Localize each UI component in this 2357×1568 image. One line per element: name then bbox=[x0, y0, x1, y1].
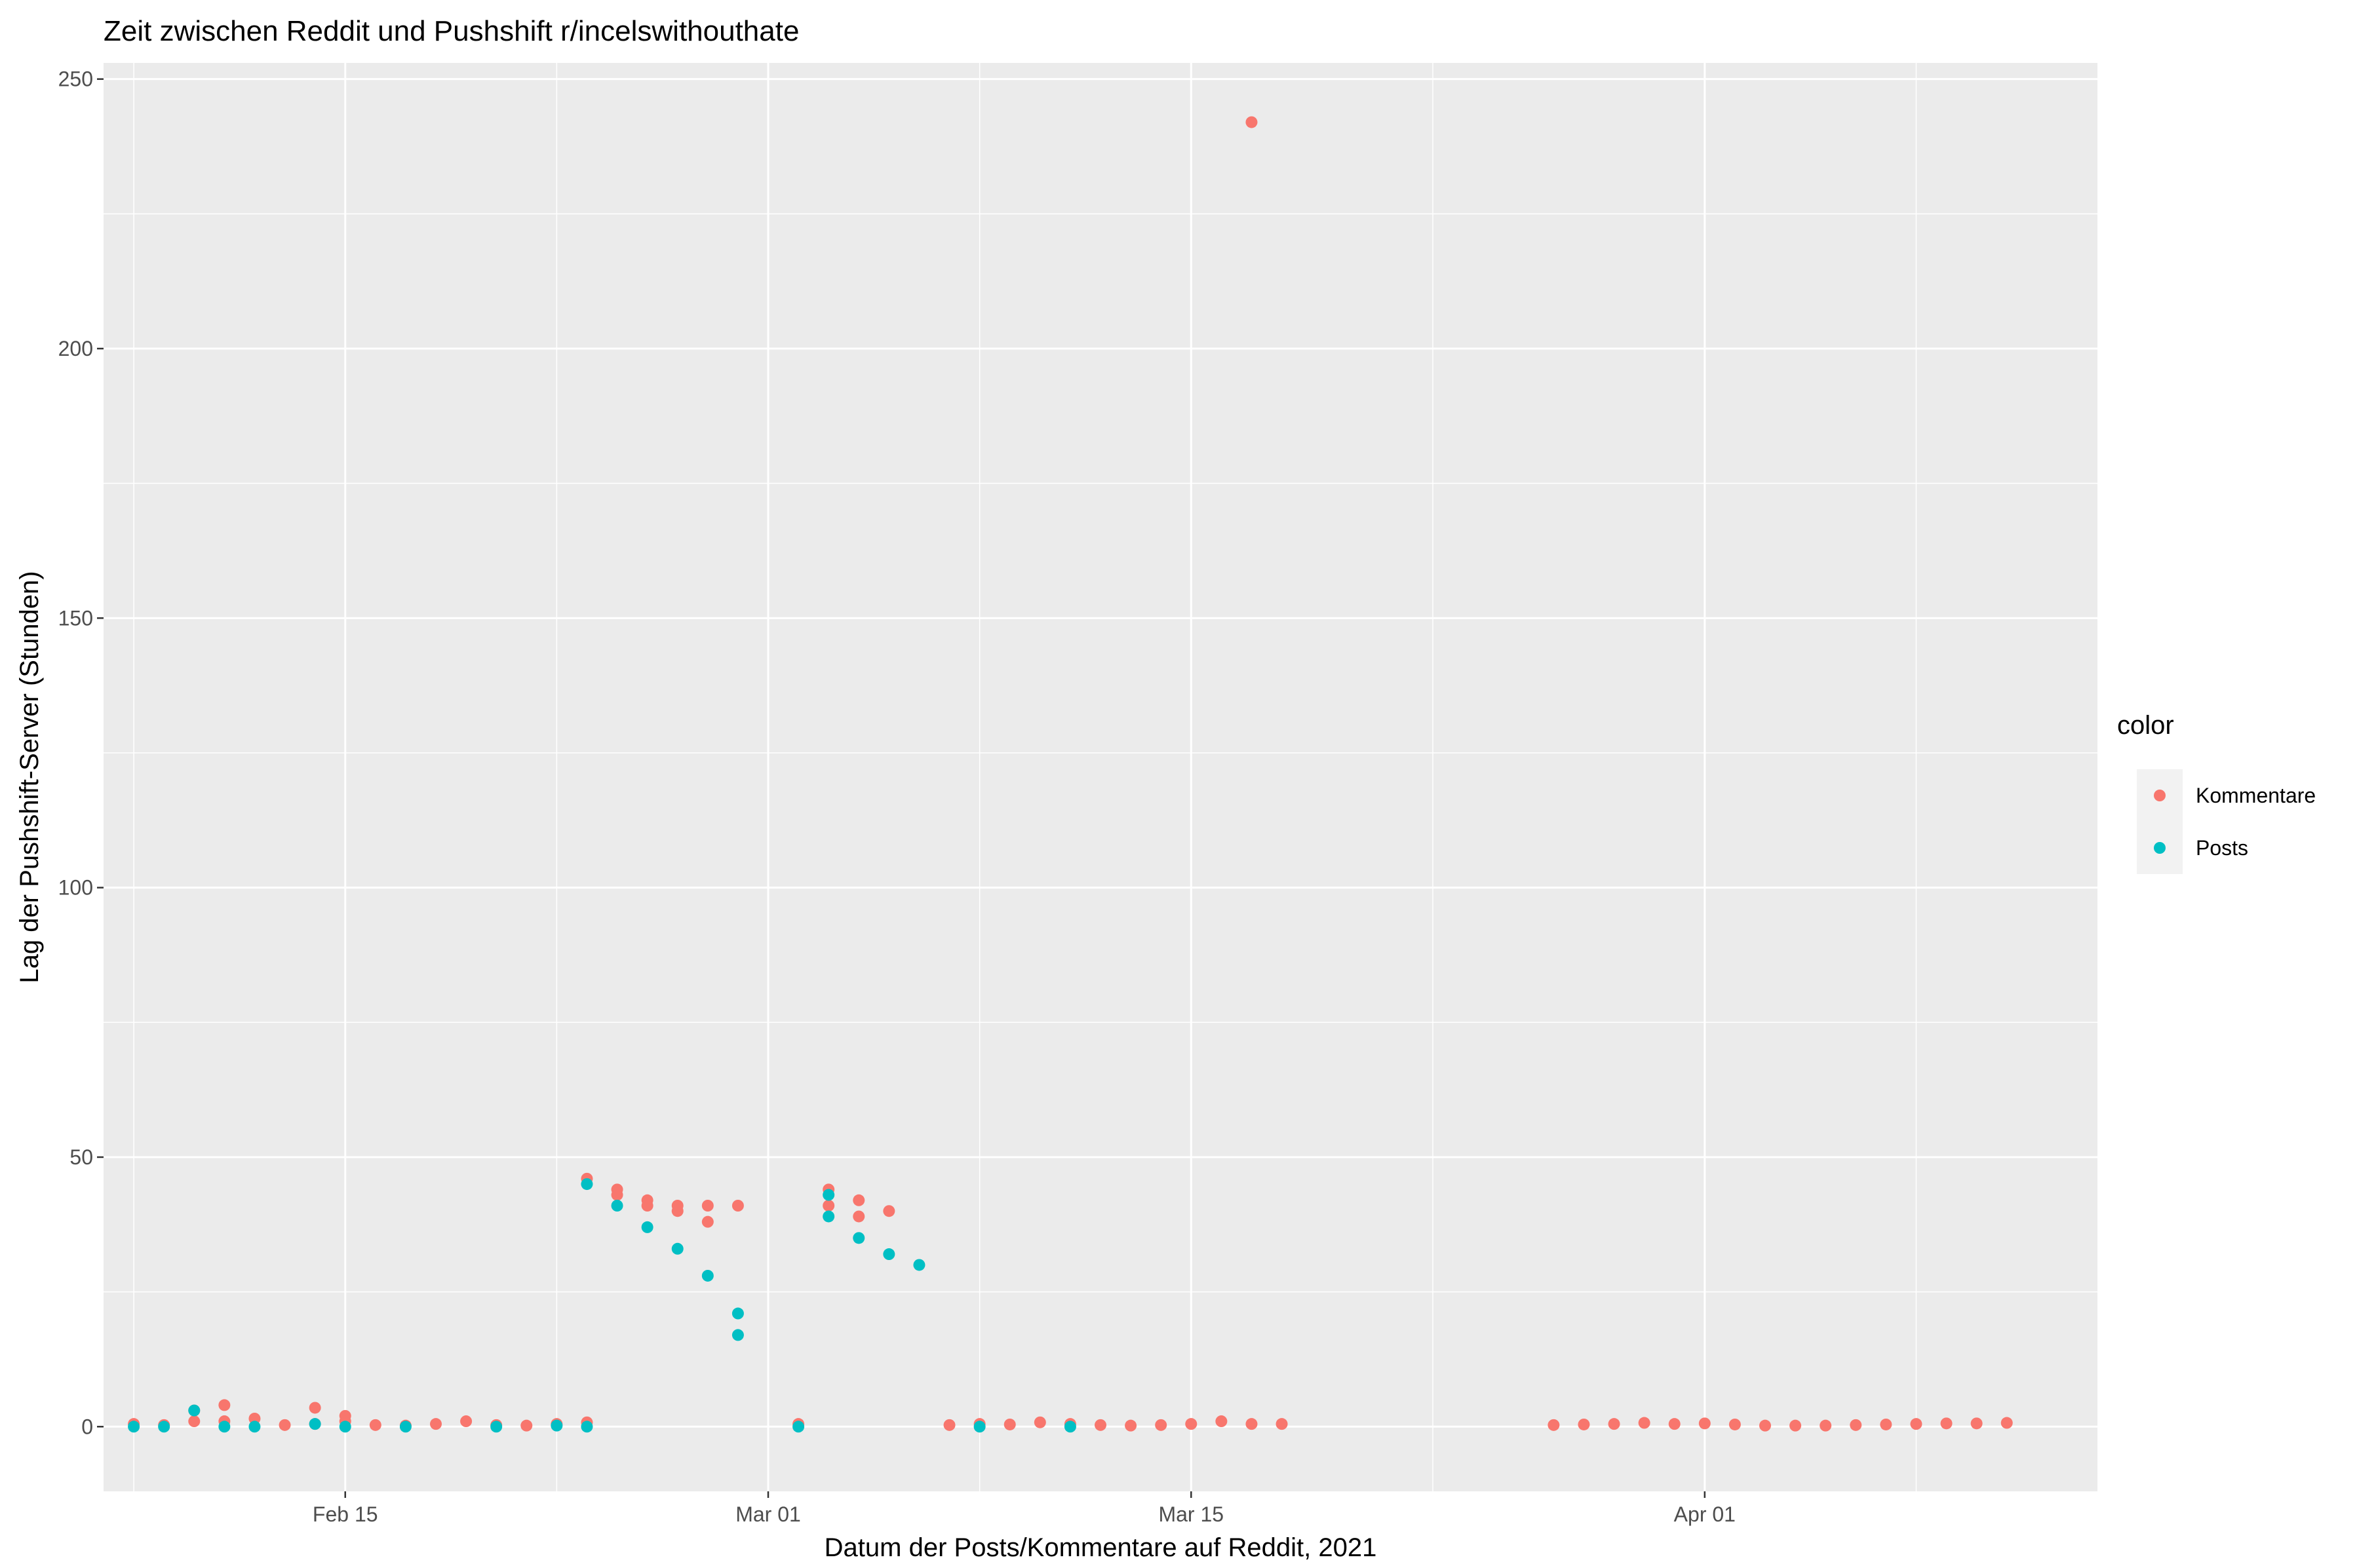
data-point bbox=[188, 1404, 201, 1417]
data-point bbox=[1034, 1416, 1046, 1428]
data-point bbox=[369, 1419, 381, 1431]
data-point bbox=[309, 1418, 321, 1430]
data-point bbox=[1003, 1418, 1016, 1430]
y-tick-label: 50 bbox=[69, 1145, 93, 1169]
data-point bbox=[641, 1194, 653, 1206]
data-point bbox=[913, 1259, 925, 1271]
x-tick-label: Apr 01 bbox=[1674, 1502, 1736, 1526]
data-point bbox=[158, 1421, 170, 1433]
data-point bbox=[1759, 1419, 1771, 1432]
data-point bbox=[883, 1205, 895, 1217]
y-tick-label: 200 bbox=[58, 337, 93, 360]
data-point bbox=[883, 1248, 895, 1261]
data-point bbox=[671, 1242, 684, 1255]
chart-title: Zeit zwischen Reddit und Pushshift r/inc… bbox=[104, 15, 799, 47]
data-point bbox=[309, 1402, 321, 1414]
data-point bbox=[339, 1409, 351, 1422]
data-point bbox=[1910, 1418, 1922, 1430]
data-point bbox=[611, 1183, 623, 1196]
data-point bbox=[520, 1419, 533, 1432]
data-point bbox=[1820, 1419, 1832, 1432]
data-point bbox=[611, 1200, 623, 1212]
data-point bbox=[1245, 1418, 1258, 1430]
y-tick-label: 0 bbox=[81, 1415, 93, 1438]
data-point bbox=[1064, 1421, 1076, 1433]
data-point bbox=[218, 1421, 231, 1433]
x-axis-title: Datum der Posts/Kommentare auf Reddit, 2… bbox=[825, 1533, 1377, 1562]
series-posts bbox=[128, 1178, 1076, 1433]
data-point bbox=[701, 1215, 714, 1228]
data-point bbox=[973, 1421, 986, 1433]
data-point bbox=[1638, 1417, 1650, 1429]
data-point bbox=[1608, 1418, 1620, 1430]
data-point bbox=[641, 1221, 653, 1233]
data-point bbox=[731, 1307, 744, 1320]
data-point bbox=[2000, 1417, 2013, 1429]
data-point bbox=[1245, 116, 1258, 128]
data-point bbox=[701, 1269, 714, 1282]
x-tick-label: Mar 01 bbox=[735, 1502, 801, 1526]
data-point bbox=[1728, 1418, 1741, 1430]
data-point bbox=[1095, 1419, 1106, 1431]
x-tick-label: Mar 15 bbox=[1158, 1502, 1224, 1526]
data-point bbox=[1215, 1415, 1228, 1428]
data-point bbox=[823, 1210, 835, 1223]
data-point bbox=[1185, 1418, 1198, 1430]
data-point bbox=[1668, 1418, 1681, 1430]
data-point bbox=[188, 1415, 201, 1428]
data-point bbox=[1789, 1419, 1802, 1432]
x-axis: Feb 15 Mar 01 Mar 15 Apr 01 bbox=[313, 1491, 1736, 1526]
data-point bbox=[1155, 1419, 1167, 1431]
data-point bbox=[1578, 1418, 1590, 1430]
legend: color Kommentare Posts bbox=[2117, 711, 2316, 874]
data-point bbox=[853, 1232, 865, 1244]
data-point bbox=[460, 1415, 473, 1428]
data-point bbox=[1880, 1418, 1892, 1430]
y-tick-label: 250 bbox=[58, 67, 93, 91]
legend-label: Posts bbox=[2196, 836, 2248, 860]
data-point bbox=[1548, 1419, 1560, 1431]
data-point bbox=[701, 1200, 714, 1212]
data-point bbox=[399, 1421, 412, 1433]
data-point bbox=[1125, 1419, 1137, 1432]
y-axis-title: Lag der Pushshift-Server (Stunden) bbox=[15, 571, 44, 983]
data-points bbox=[128, 116, 2013, 1433]
data-point bbox=[853, 1194, 865, 1206]
y-tick-label: 100 bbox=[58, 876, 93, 900]
data-point bbox=[1850, 1419, 1862, 1431]
x-tick-label: Feb 15 bbox=[313, 1502, 378, 1526]
data-point bbox=[853, 1210, 865, 1223]
data-point bbox=[218, 1399, 231, 1411]
data-point bbox=[1276, 1418, 1288, 1430]
data-point bbox=[731, 1329, 744, 1341]
data-point bbox=[823, 1189, 835, 1201]
data-point bbox=[248, 1412, 261, 1425]
plot-panel bbox=[104, 63, 2097, 1491]
y-axis: 0 50 100 150 200 250 bbox=[58, 67, 104, 1438]
data-point bbox=[581, 1178, 593, 1191]
data-point bbox=[1698, 1417, 1711, 1430]
y-tick-label: 150 bbox=[58, 606, 93, 630]
data-point bbox=[581, 1421, 593, 1433]
data-point bbox=[490, 1421, 503, 1433]
data-point bbox=[551, 1419, 563, 1432]
grid-minor bbox=[104, 63, 2097, 1491]
data-point bbox=[279, 1419, 291, 1431]
data-point bbox=[943, 1419, 956, 1431]
data-point bbox=[248, 1421, 261, 1433]
data-point bbox=[792, 1421, 805, 1433]
legend-title: color bbox=[2117, 711, 2174, 740]
data-point bbox=[339, 1421, 351, 1433]
data-point bbox=[823, 1200, 835, 1212]
data-point bbox=[430, 1418, 442, 1430]
data-point bbox=[671, 1200, 684, 1212]
legend-label: Kommentare bbox=[2196, 784, 2316, 807]
data-point bbox=[1940, 1417, 1953, 1430]
data-point bbox=[731, 1200, 744, 1212]
legend-key bbox=[2154, 790, 2166, 801]
legend-key bbox=[2154, 842, 2166, 854]
data-point bbox=[128, 1421, 140, 1433]
data-point bbox=[1970, 1417, 1983, 1430]
